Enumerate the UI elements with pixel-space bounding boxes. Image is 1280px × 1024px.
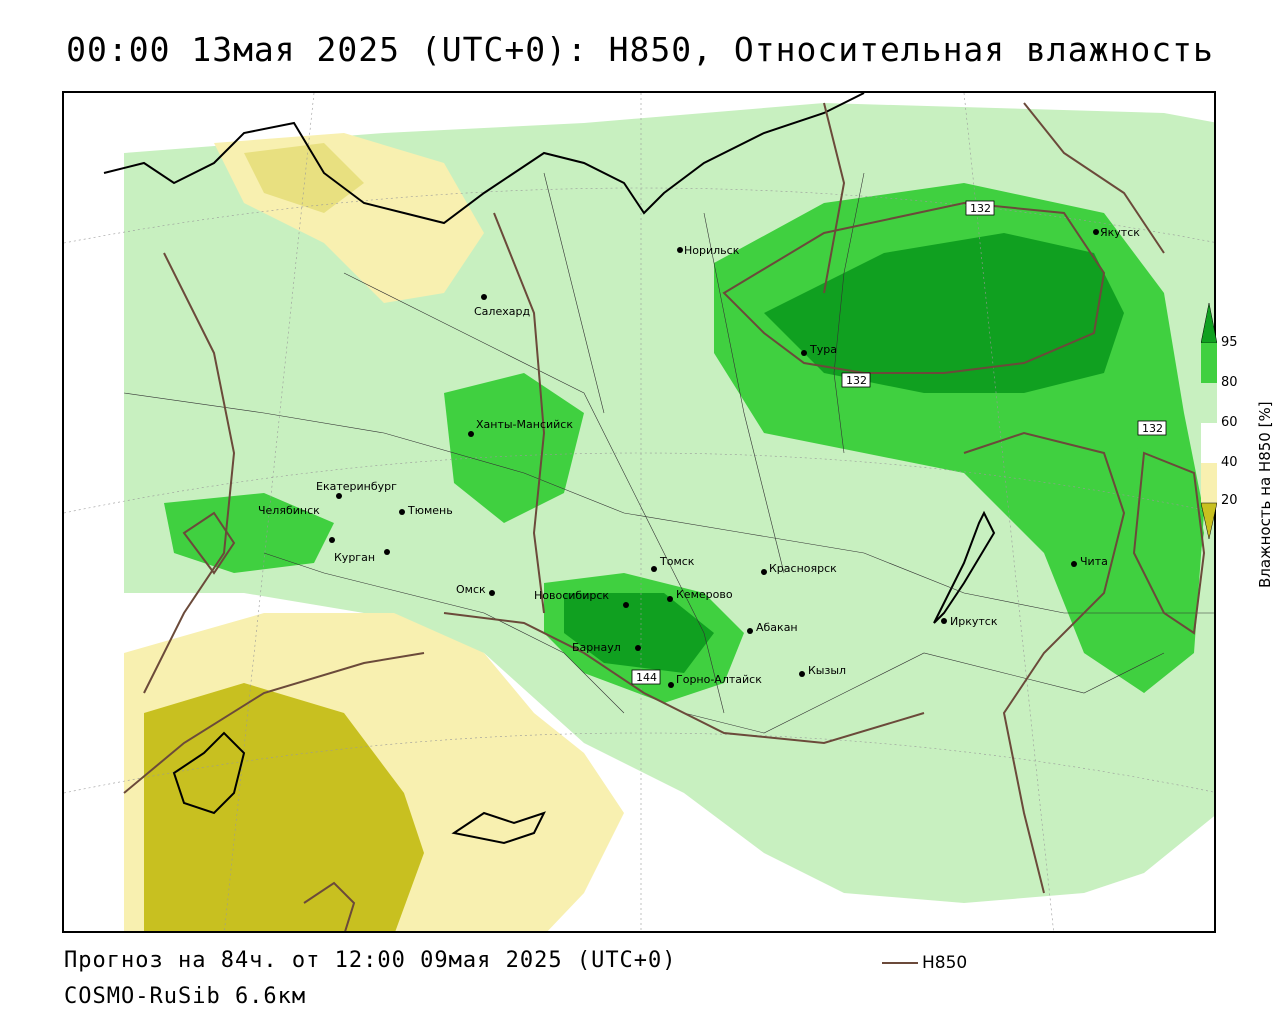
city-marker: Норильск [677,244,740,257]
colorbar-80-95 [1201,343,1217,383]
svg-text:Иркутск: Иркутск [950,615,998,628]
contour-sw-loop [123,652,425,794]
contour-main-west [143,252,236,694]
city-marker: Абакан [747,621,798,634]
caspian-coast [172,731,246,815]
contour-label: 132 [965,200,995,216]
city-marker: Екатеринбург [316,480,397,499]
cities: Норильск Якутск Салехард Тура Ханты-Манс… [258,226,1140,688]
city-marker: Кызыл [799,664,846,677]
svg-text:Красноярск: Красноярск [769,562,837,575]
svg-text:Челябинск: Челябинск [258,504,320,517]
svg-text:Екатеринбург: Екатеринбург [316,480,397,493]
baikal-shore [933,510,996,624]
svg-text:Салехард: Салехард [474,305,530,318]
colorbar-tick: 40 [1221,455,1238,470]
colorbar-below-20 [1201,502,1217,540]
map-svg: 132 132 132 144 Норильск Якутск Салехард… [64,93,1214,931]
svg-text:Барнаул: Барнаул [572,641,621,654]
city-marker: Новосибирск [534,589,629,608]
city-marker: Салехард [474,294,530,318]
svg-text:Томск: Томск [659,555,695,568]
city-marker: Курган [334,549,390,564]
city-marker: Горно-Алтайск [668,673,762,688]
humidity-below-20-region [144,683,424,931]
svg-text:Новосибирск: Новосибирск [534,589,609,602]
svg-text:Чита: Чита [1080,555,1108,568]
city-marker: Тура [801,343,837,356]
city-marker: Барнаул [572,641,641,654]
city-marker: Омск [456,583,495,596]
svg-text:132: 132 [1142,422,1163,435]
svg-text:Норильск: Норильск [684,244,740,257]
colorbar-tick: 20 [1221,493,1238,508]
admin-borders [123,172,1214,734]
city-marker: Чита [1071,555,1108,568]
svg-text:Кемерово: Кемерово [676,588,733,601]
forecast-info: Прогноз на 84ч. от 12:00 09мая 2025 (UTC… [64,948,677,973]
svg-text:Омск: Омск [456,583,486,596]
colorbar-tick: 95 [1221,335,1238,350]
svg-text:Курган: Курган [334,551,375,564]
svg-text:Кызыл: Кызыл [808,664,846,677]
svg-text:Якутск: Якутск [1100,226,1140,239]
city-marker: Якутск [1093,226,1140,239]
model-name: COSMO-RuSib 6.6км [64,984,307,1009]
contour-east-loop [963,431,1126,894]
contour-main-east [823,102,846,294]
svg-text:132: 132 [846,374,867,387]
aral-coast [451,811,546,845]
colorbar-title: Влажность на H850 [%] [1256,401,1274,588]
svg-text:132: 132 [970,202,991,215]
city-marker: Ханты-Мансийск [468,418,573,437]
humidity-above-95-south [564,593,714,673]
colorbar-above-95 [1201,303,1217,344]
colorbar-tick: 60 [1221,415,1238,430]
contour-label: 132 [841,372,871,388]
humidity-80-95-west [164,493,334,573]
city-marker: Иркутск [941,615,998,628]
arctic-coastline [103,93,865,225]
legend-line-sample [882,962,918,964]
chart-title: 00:00 13мая 2025 (UTC+0): H850, Относите… [66,30,1214,69]
city-marker: Кемерово [667,588,733,602]
svg-text:Горно-Алтайск: Горно-Алтайск [676,673,762,686]
legend: H850 [882,953,967,973]
humidity-80-95-east-coast [1124,433,1204,693]
humidity-field [124,103,1214,931]
humidity-below-20-north [244,143,364,213]
contour-144-south [443,612,925,745]
colorbar-tick: 80 [1221,375,1238,390]
colorbar-40-60 [1201,423,1217,463]
city-marker: Красноярск [761,562,837,575]
colorbar [1201,303,1217,540]
city-marker: Тюмень [399,504,453,517]
contour-south-circle [303,881,356,931]
contour-main-center [493,212,546,614]
coastlines [103,93,996,845]
contour-label: 132 [1137,420,1167,436]
colorbar-20-40 [1201,463,1217,503]
humidity-80-95-center [444,373,584,523]
svg-text:Ханты-Мансийск: Ханты-Мансийск [476,418,573,431]
map-area: 132 132 132 144 Норильск Якутск Салехард… [62,91,1216,933]
svg-text:Тура: Тура [809,343,837,356]
contour-132-east [722,201,1106,374]
city-marker: Челябинск [258,504,335,543]
graticule [64,93,1214,931]
humidity-above-95-east [764,233,1124,393]
legend-label: H850 [922,953,968,973]
contour-west-circle [182,511,236,575]
contour-132-coast [1132,451,1206,635]
contour-north-east [1023,102,1165,254]
svg-text:Тюмень: Тюмень [407,504,453,517]
h850-contours [123,102,1206,931]
colorbar-60-80 [1201,383,1217,423]
contour-label: 144 [631,669,661,685]
svg-text:144: 144 [636,671,657,684]
svg-text:Абакан: Абакан [756,621,798,634]
city-marker: Томск [651,555,695,572]
